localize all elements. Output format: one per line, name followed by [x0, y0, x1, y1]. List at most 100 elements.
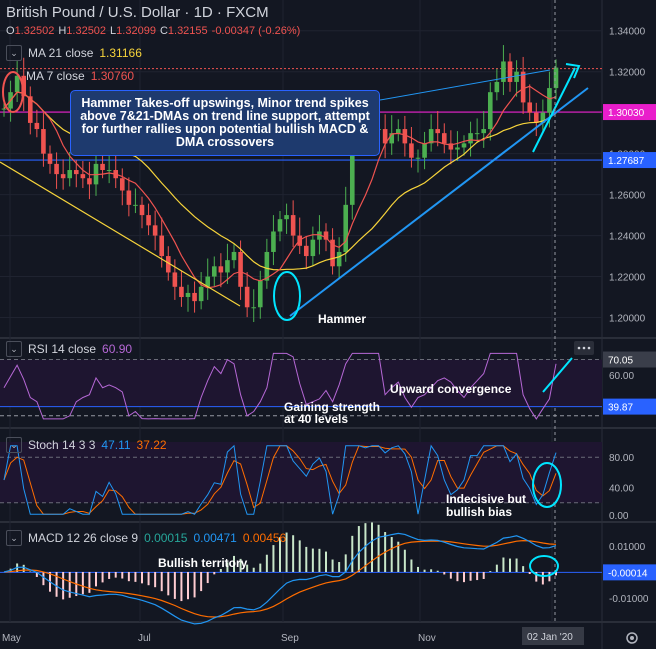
downtrend-line — [0, 161, 241, 307]
candle-body — [422, 143, 427, 158]
macd-tick: 0.01000 — [609, 542, 646, 553]
ohlc-c: C1.32155 — [159, 25, 208, 37]
candle-body — [133, 204, 138, 206]
time-tick: Jul — [138, 633, 151, 644]
candle-body — [553, 67, 559, 89]
ma21-label: MA 21 close — [28, 46, 94, 60]
price-label-resistance: 1.30030 — [608, 108, 645, 119]
candle-body — [211, 266, 217, 277]
hammer-highlight — [273, 271, 301, 321]
candle-body — [231, 251, 237, 261]
candle-body — [507, 61, 513, 82]
candle-body — [540, 112, 546, 123]
candle-body — [277, 219, 283, 232]
candle-body — [474, 133, 480, 135]
chart-title: British Pound / U.S. Dollar · 1D · FXCM — [6, 4, 269, 21]
ohlc-o: O1.32502 — [6, 25, 55, 37]
ohlc-l: L1.32099 — [110, 25, 156, 37]
annotation-gaining-2: at 40 levels — [284, 412, 349, 426]
candle-body — [198, 286, 204, 302]
collapse-icon[interactable]: ⌄ — [6, 437, 22, 453]
ma7-line — [3, 85, 557, 289]
macd-label: MACD 12 26 close 9 — [28, 531, 139, 545]
candle-body — [67, 170, 73, 179]
candle-body — [251, 307, 257, 309]
time-tick: May — [2, 633, 21, 644]
candle-body — [165, 256, 171, 273]
candle-body — [494, 81, 500, 93]
more-options-icon[interactable] — [574, 341, 594, 355]
collapse-icon[interactable]: ⌄ — [6, 530, 22, 546]
price-tick: 1.34000 — [609, 27, 646, 38]
rsi-line — [3, 352, 557, 420]
collapse-icon[interactable]: ⌄ — [6, 45, 22, 61]
ohlc-chg: -0.00347 (-0.26%) — [211, 25, 301, 37]
candle-body — [303, 245, 309, 257]
candle-body — [487, 92, 493, 130]
candle-body — [218, 266, 224, 273]
stoch-highlight — [532, 462, 562, 508]
candle-body — [41, 129, 46, 154]
candle-body — [402, 129, 408, 144]
time-tick: Nov — [418, 633, 436, 644]
candle-body — [146, 215, 151, 226]
candle-body — [1, 108, 7, 110]
annotation-upward: Upward convergence — [390, 382, 512, 396]
candle-body — [185, 292, 191, 298]
legend-macd[interactable]: ⌄ MACD 12 26 close 9 0.00015 0.00471 0.0… — [6, 530, 286, 546]
candle-body — [349, 133, 355, 205]
candle-body — [330, 239, 335, 267]
candle-body — [284, 215, 289, 220]
price-label-resistance-bg — [603, 104, 656, 121]
candle-body — [21, 75, 27, 97]
macd-line — [3, 532, 557, 625]
rsi-tick: 60.00 — [609, 371, 634, 382]
current-date-label: 02 Jan '20 — [527, 632, 573, 643]
candle-body — [100, 163, 105, 171]
legend-ma21[interactable]: ⌄ MA 21 close 1.31166 — [6, 45, 142, 61]
collapse-icon[interactable]: ⌄ — [6, 341, 22, 357]
candle-body — [336, 251, 342, 267]
candle-body — [441, 133, 447, 144]
candle-body — [244, 286, 250, 308]
candle-body — [382, 129, 388, 144]
candle-body — [126, 190, 132, 205]
candle-body — [520, 71, 526, 103]
ma7-value: 1.30760 — [90, 69, 135, 83]
macd-signal-value: 0.00456 — [242, 531, 287, 545]
price-label-support-bg — [603, 152, 656, 169]
macd-tick: -0.01000 — [609, 594, 649, 605]
candle-body — [468, 133, 473, 144]
candle-body — [310, 239, 316, 257]
macd-label-zero-bg — [603, 564, 656, 581]
candle-body — [271, 231, 276, 252]
legend-stoch[interactable]: ⌄ Stoch 14 3 3 47.11 37.22 — [6, 437, 167, 453]
legend-ma7[interactable]: MA 7 close 1.30760 — [6, 69, 134, 83]
settings-icon[interactable] — [626, 632, 638, 644]
rsi-band — [0, 359, 602, 407]
candle-body — [14, 75, 20, 93]
rsi-value: 60.90 — [102, 342, 133, 356]
candle-body — [47, 153, 53, 164]
candle-body — [323, 231, 329, 240]
rsi-label: RSI 14 close — [28, 342, 97, 356]
candle-body — [119, 178, 125, 191]
candle-body — [533, 112, 539, 123]
uptrend-line — [289, 87, 589, 317]
macd-hist-value: 0.00015 — [144, 531, 188, 545]
candle-body — [27, 96, 33, 123]
candle-body — [455, 147, 460, 150]
candle-body — [290, 215, 296, 236]
up-arrow — [532, 67, 576, 153]
stoch-d-value: 37.22 — [136, 438, 167, 452]
candle-body — [428, 129, 434, 144]
legend-rsi[interactable]: ⌄ RSI 14 close 60.90 — [6, 341, 132, 357]
rsi-label-upper-bg — [603, 351, 656, 368]
stoch-band — [0, 442, 602, 503]
candle-body — [389, 133, 395, 144]
candle-body — [448, 143, 454, 150]
candle-body — [257, 280, 263, 308]
price-tick: 1.20000 — [609, 314, 646, 325]
stoch-k-value: 47.11 — [101, 438, 131, 452]
